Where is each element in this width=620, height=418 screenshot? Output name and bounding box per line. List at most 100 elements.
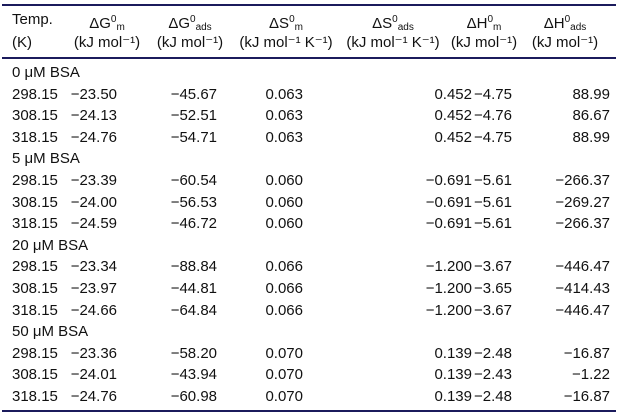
table-cell: −64.84 <box>170 301 217 319</box>
table-cell: −2.43 <box>474 366 512 384</box>
table-cell: −5.61 <box>474 193 512 211</box>
table-cell: 0.452 <box>434 128 472 146</box>
table-cell: −44.81 <box>170 280 217 297</box>
table-row: 318.15 −24.76 −54.71 0.063 0.452 −4.75 88.99 <box>0 127 620 149</box>
table-row: 318.15 −24.66 −64.84 0.066 −1.200 −3.67 −446.4… <box>0 300 620 322</box>
table-cell: 0.139 <box>434 344 472 362</box>
table-cell: −24.76 <box>70 388 117 405</box>
table-cell: 0.070 <box>265 366 303 384</box>
table-cell: −5.61 <box>474 172 512 189</box>
superscript: 0 <box>110 14 117 25</box>
table-cell: −23.97 <box>70 280 117 297</box>
table-cell: 0.139 <box>434 366 472 384</box>
group-label: 0 μM BSA <box>12 64 80 81</box>
table-cell: 318.15 <box>12 301 58 319</box>
table-cell: 318.15 <box>12 388 58 405</box>
table-row: 298.15 −23.36 −58.20 0.070 0.139 −2.48 −16.87 <box>0 343 620 365</box>
table-cell: −414.43 <box>555 280 610 297</box>
bottom-rule <box>2 410 616 412</box>
table-row: 308.15 −24.13 −52.51 0.063 0.452 −4.76 86.67 <box>0 105 620 127</box>
table-cell: −43.94 <box>170 366 217 384</box>
table-cell: 0.452 <box>434 85 472 103</box>
table-cell: 298.15 <box>12 85 58 103</box>
table-cell: −23.36 <box>70 344 117 362</box>
symbol: ΔH <box>466 15 488 32</box>
table-row: 308.15 −23.97 −44.81 0.066 −1.200 −3.65 −414.4… <box>0 278 620 300</box>
table-cell: −58.20 <box>170 344 217 362</box>
header-rule <box>2 57 616 59</box>
table-cell: −52.51 <box>170 107 217 125</box>
subscript: ads <box>195 22 212 33</box>
table-cell: −23.39 <box>70 172 117 189</box>
column-header-symbol: ΔS0m <box>269 11 303 37</box>
table-cell: 0.070 <box>265 388 303 405</box>
table-cell: 298.15 <box>12 344 58 362</box>
table-cell: 86.67 <box>572 107 610 125</box>
column-header-unit: (kJ mol⁻¹) <box>531 34 599 51</box>
table-cell: −60.98 <box>170 388 217 405</box>
table-cell: −16.87 <box>563 344 610 362</box>
superscript: 0 <box>392 14 398 25</box>
table-cell: −45.67 <box>170 85 217 103</box>
table-cell: −56.53 <box>170 193 217 211</box>
table-cell: −266.37 <box>555 172 610 189</box>
table-cell: −5.61 <box>474 215 512 233</box>
symbol: ΔS <box>372 15 393 32</box>
table-cell: 308.15 <box>12 193 58 211</box>
table-row: 298.15 −23.39 −60.54 0.060 −0.691 −5.61 −266.3… <box>0 170 620 192</box>
table-cell: −0.691 <box>425 193 472 211</box>
table-cell: −1.200 <box>425 280 472 297</box>
table-cell: −2.48 <box>474 344 512 362</box>
table-cell: −3.67 <box>474 258 512 276</box>
table-cell: 0.452 <box>434 107 472 125</box>
table-cell: −24.59 <box>70 215 117 233</box>
symbol: Temp. <box>12 11 53 28</box>
table-cell: −446.47 <box>555 258 610 276</box>
group-label: 50 μM BSA <box>12 323 89 341</box>
superscript: 0 <box>487 14 494 25</box>
table-cell: 88.99 <box>572 85 610 103</box>
table-cell: −1.22 <box>572 366 610 384</box>
table-row: 318.15 −24.59 −46.72 0.060 −0.691 −5.61 −266.3… <box>0 213 620 235</box>
column-header-unit: (kJ mol⁻¹) <box>156 34 224 51</box>
table-cell: 0.063 <box>265 128 303 146</box>
table-cell: 88.99 <box>572 128 610 146</box>
column-header-unit: (kJ mol⁻¹) <box>450 34 518 51</box>
table-cell: 308.15 <box>12 107 58 125</box>
symbol: ΔH <box>543 15 565 32</box>
table-cell: −23.34 <box>70 258 117 276</box>
table-cell: −46.72 <box>170 215 217 233</box>
table-cell: −24.01 <box>70 366 117 384</box>
subscript: ads <box>570 22 587 33</box>
symbol: ΔS <box>269 15 290 32</box>
table-cell: −54.71 <box>170 128 217 146</box>
table-cell: −4.75 <box>474 128 512 146</box>
group-label: 20 μM BSA <box>12 236 89 254</box>
group-label-row: 5 μM BSA <box>0 148 620 170</box>
subscript: m <box>493 22 502 33</box>
group-label-row: 20 μM BSA <box>0 235 620 257</box>
table-cell: −88.84 <box>170 258 217 276</box>
table-row: 298.15 −23.50 −45.67 0.063 0.452 −4.75 88.99 <box>0 84 620 106</box>
table-cell: 0.066 <box>265 301 303 319</box>
table-cell: −1.200 <box>425 301 472 319</box>
table-cell: −24.66 <box>70 301 117 319</box>
table-cell: 0.063 <box>265 85 303 103</box>
symbol: ΔG <box>168 15 190 32</box>
table-row: 318.15 −24.76 −60.98 0.070 0.139 −2.48 −16.87 <box>0 386 620 408</box>
subscript: m <box>116 22 125 33</box>
subscript: ads <box>397 22 414 33</box>
group-label: 5 μM BSA <box>12 150 80 168</box>
table-cell: 0.139 <box>434 388 472 405</box>
column-header-symbol: ΔG0ads <box>168 11 211 37</box>
table-cell: 308.15 <box>12 280 58 297</box>
table-cell: −266.37 <box>555 215 610 233</box>
table-row: 308.15 −24.00 −56.53 0.060 −0.691 −5.61 −269.2… <box>0 192 620 214</box>
table-cell: −24.76 <box>70 128 117 146</box>
table-cell: 308.15 <box>12 366 58 384</box>
table-cell: −23.50 <box>70 85 117 103</box>
table-cell: 298.15 <box>12 172 58 189</box>
table-cell: 0.063 <box>265 107 303 125</box>
group-label-row: 0 μM BSA <box>0 62 620 84</box>
table-cell: −0.691 <box>425 215 472 233</box>
